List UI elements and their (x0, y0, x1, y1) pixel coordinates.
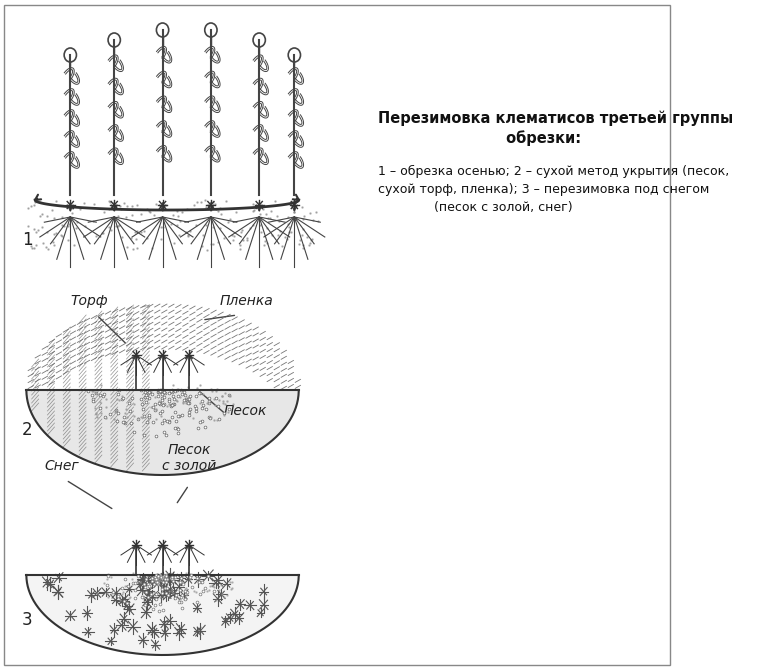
Polygon shape (26, 390, 299, 475)
Text: Торф: Торф (71, 294, 108, 308)
Text: Песок
с золой: Песок с золой (162, 443, 216, 473)
Text: Песок: Песок (224, 404, 267, 418)
Text: Снег: Снег (44, 459, 78, 473)
Polygon shape (26, 575, 299, 655)
Text: 3: 3 (22, 611, 32, 629)
Text: Пленка: Пленка (220, 294, 273, 308)
Text: 1: 1 (22, 231, 32, 249)
Text: 2: 2 (22, 421, 32, 439)
Text: Перезимовка клематисов третьей группы
                         обрезки:: Перезимовка клематисов третьей группы об… (378, 110, 733, 146)
Text: 1 – обрезка осенью; 2 – сухой метод укрытия (песок,
сухой торф, пленка); 3 – пер: 1 – обрезка осенью; 2 – сухой метод укры… (378, 165, 729, 214)
